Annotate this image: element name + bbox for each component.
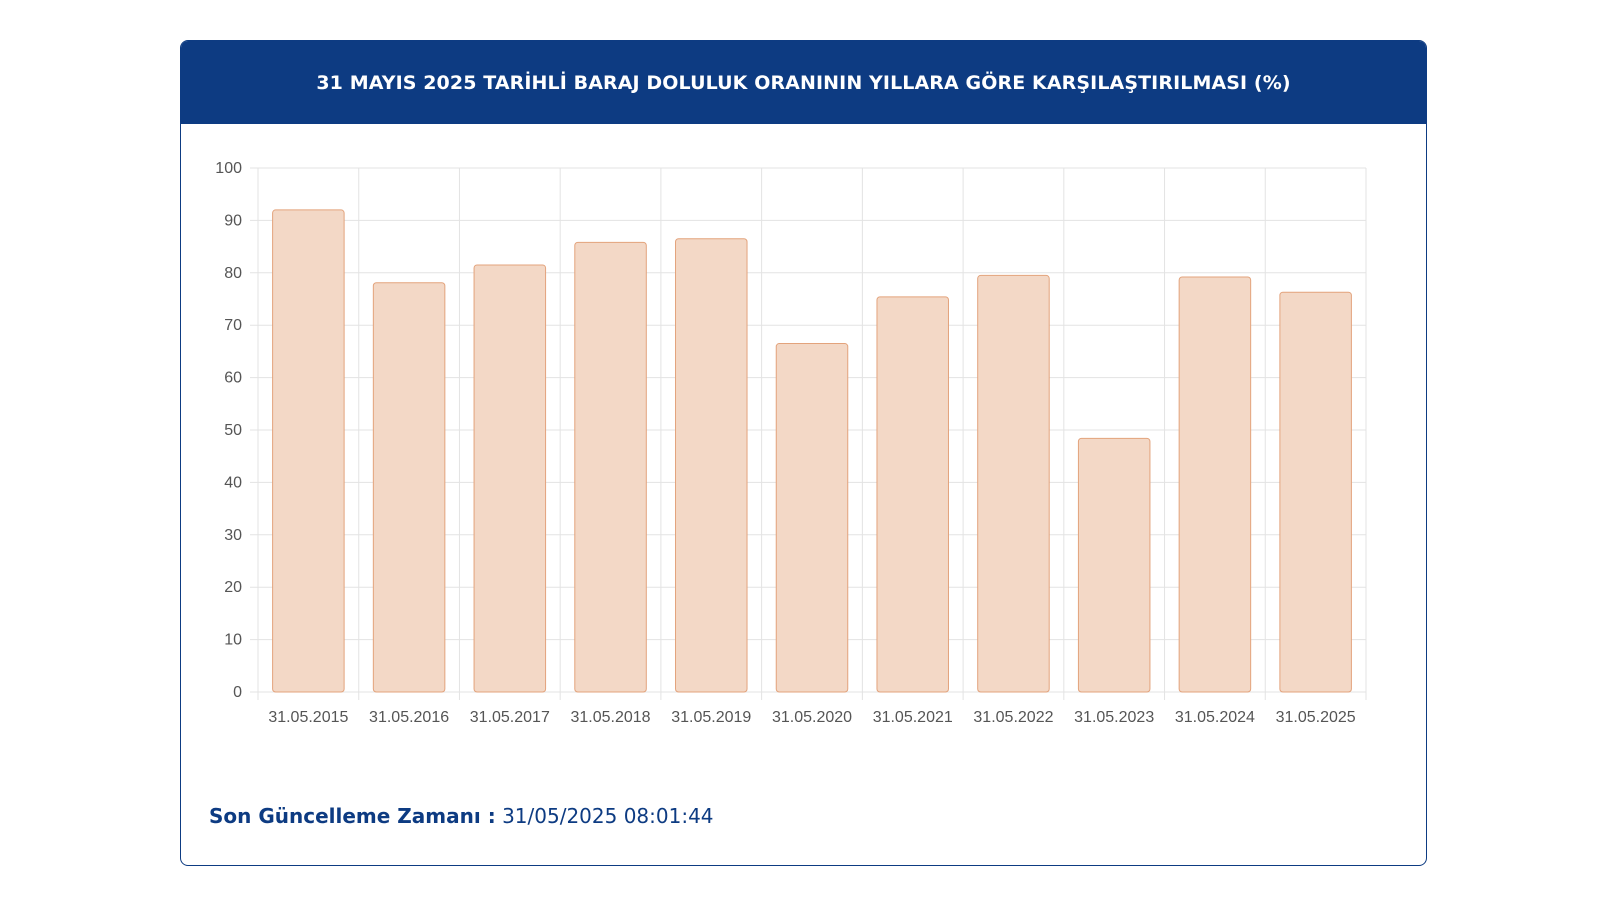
x-tick-label: 31.05.2015 xyxy=(268,709,348,726)
y-tick-label: 80 xyxy=(224,265,242,282)
x-tick-label: 31.05.2018 xyxy=(571,709,651,726)
chart-card: 31 MAYIS 2025 TARİHLİ BARAJ DOLULUK ORAN… xyxy=(180,40,1427,866)
last-update-value: 31/05/2025 08:01:44 xyxy=(502,804,714,828)
bar xyxy=(675,238,748,693)
bar xyxy=(272,209,345,693)
bar xyxy=(1279,291,1352,693)
y-tick-label: 70 xyxy=(224,317,242,334)
y-tick-label: 20 xyxy=(224,579,242,596)
y-tick-label: 30 xyxy=(224,527,242,544)
x-tick-label: 31.05.2020 xyxy=(772,709,852,726)
bars xyxy=(272,209,1352,693)
bar xyxy=(876,296,949,693)
y-tick-label: 50 xyxy=(224,422,242,439)
x-tick-label: 31.05.2022 xyxy=(973,709,1053,726)
bar xyxy=(775,343,849,693)
last-update-label: Son Güncelleme Zamanı : xyxy=(209,804,496,828)
y-tick-label: 100 xyxy=(215,160,242,177)
bar xyxy=(977,274,1050,693)
y-tick-label: 40 xyxy=(224,474,242,491)
y-tick-label: 0 xyxy=(233,684,242,701)
last-update: Son Güncelleme Zamanı : 31/05/2025 08:01… xyxy=(209,804,714,828)
bar xyxy=(1077,437,1151,693)
x-tick-label: 31.05.2019 xyxy=(671,709,751,726)
x-tick-label: 31.05.2017 xyxy=(470,709,550,726)
bar xyxy=(473,264,547,693)
y-tick-label: 90 xyxy=(224,212,242,229)
bar xyxy=(1178,276,1252,693)
y-axis-ticks: 0 10 20 30 40 50 60 70 80 90 100 xyxy=(215,160,242,701)
x-tick-label: 31.05.2016 xyxy=(369,709,449,726)
x-tick-label: 31.05.2021 xyxy=(873,709,953,726)
x-tick-label: 31.05.2024 xyxy=(1175,709,1255,726)
chart-title: 31 MAYIS 2025 TARİHLİ BARAJ DOLULUK ORAN… xyxy=(316,71,1291,94)
card-header: 31 MAYIS 2025 TARİHLİ BARAJ DOLULUK ORAN… xyxy=(181,41,1426,124)
x-tick-label: 31.05.2025 xyxy=(1276,709,1356,726)
y-tick-label: 60 xyxy=(224,370,242,387)
x-tick-label: 31.05.2023 xyxy=(1074,709,1154,726)
bar xyxy=(574,241,647,693)
x-axis-ticks: 31.05.2015 31.05.2016 31.05.2017 31.05.2018… xyxy=(268,709,1355,726)
bar xyxy=(372,282,446,693)
y-tick-label: 10 xyxy=(224,632,242,649)
